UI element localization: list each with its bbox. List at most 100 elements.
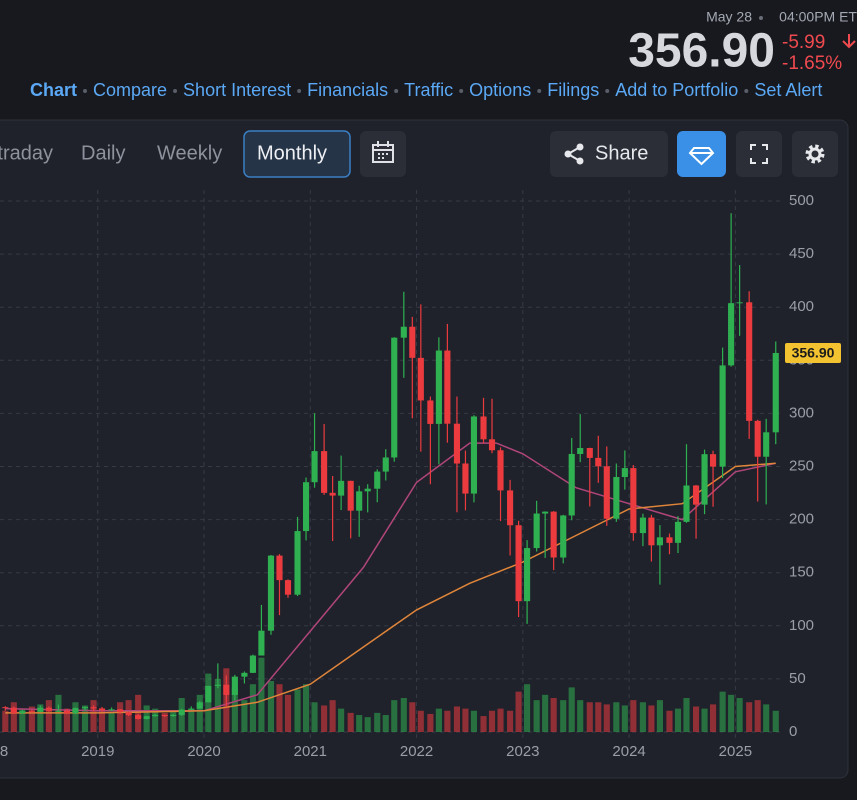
fullscreen-button[interactable]: [736, 131, 782, 177]
candle-body: [480, 416, 487, 440]
volume-bar: [444, 710, 451, 732]
volume-bar: [205, 673, 212, 732]
volume-bar: [98, 708, 106, 732]
volume-bar: [728, 694, 735, 732]
candle-body: [311, 451, 318, 483]
candle-body: [37, 707, 44, 712]
volume-bar: [462, 708, 469, 732]
volume-bar: [533, 700, 540, 732]
y-tick-label: 0: [789, 723, 797, 740]
candle-body: [258, 630, 265, 656]
volume-bar: [37, 704, 44, 732]
candle-body: [10, 707, 17, 714]
volume-bar: [294, 689, 301, 732]
calendar-icon: [372, 141, 394, 163]
nav-link[interactable]: Short Interest: [183, 80, 291, 100]
volume-bar: [746, 702, 753, 732]
share-button[interactable]: [550, 131, 668, 177]
candle-body: [746, 302, 753, 421]
candle-body: [719, 365, 726, 467]
separator: [297, 89, 302, 93]
volume-bar: [321, 705, 328, 732]
price-change-pct: -1.65%: [782, 53, 842, 74]
volume-bar: [196, 694, 203, 732]
nav-link[interactable]: Filings: [547, 80, 599, 100]
volume-bar: [754, 700, 761, 732]
volume-bar: [347, 712, 354, 732]
gear-icon: [805, 144, 825, 164]
nav-link[interactable]: Set Alert: [754, 80, 822, 100]
candle-body: [462, 463, 469, 494]
candle-body: [19, 711, 26, 714]
volume-bar: [161, 712, 168, 732]
candle-body: [470, 416, 478, 494]
separator: [759, 16, 763, 20]
volume-bar: [214, 678, 221, 732]
volume-bar: [719, 691, 726, 732]
nav-link[interactable]: Chart: [30, 80, 77, 100]
candle-body: [709, 454, 717, 467]
candle-body: [621, 468, 628, 478]
candle-body: [125, 712, 132, 716]
volume-bar: [453, 706, 461, 732]
candle-body: [772, 352, 779, 433]
nav: Chart Compare Short Interest Financials Traf…: [30, 80, 822, 100]
separator: [173, 89, 178, 93]
y-tick-label: 150: [789, 564, 814, 581]
candle-body: [143, 716, 150, 719]
range-button[interactable]: Weekly: [157, 142, 222, 164]
candle-body: [90, 707, 97, 709]
settings-button[interactable]: [792, 131, 838, 177]
volume-bar: [568, 687, 575, 732]
range-button[interactable]: Monthly: [257, 142, 327, 164]
candle-body: [683, 485, 690, 522]
range-button[interactable]: Daily: [81, 142, 125, 164]
volume-bar: [249, 684, 256, 732]
volume-bar: [736, 698, 743, 732]
volume-bar: [630, 700, 637, 732]
volume-bar: [763, 704, 770, 732]
volume-bar: [45, 700, 52, 732]
nav-link[interactable]: Compare: [93, 80, 167, 100]
nav-link[interactable]: Financials: [307, 80, 388, 100]
nav-link[interactable]: Traffic: [404, 80, 453, 100]
volume-bar: [666, 710, 673, 732]
volume-bar: [621, 705, 628, 732]
separator: [605, 89, 610, 93]
fullscreen-icon: [750, 144, 768, 164]
volume-bar: [435, 708, 442, 732]
volume-bar: [135, 694, 142, 732]
separator: [459, 89, 464, 93]
y-tick-label: 50: [789, 670, 806, 687]
candle-body: [391, 337, 398, 458]
range-selected[interactable]: [243, 130, 351, 178]
volume-bar: [374, 712, 381, 732]
candle-body: [2, 707, 9, 709]
nav-link[interactable]: Options: [469, 80, 531, 100]
volume-bar: [515, 691, 522, 732]
candle-body: [630, 468, 637, 534]
y-tick-label: 500: [789, 192, 814, 209]
share-label[interactable]: Share: [595, 142, 648, 164]
separator: [537, 89, 542, 93]
candle-body: [205, 685, 212, 703]
candle-body: [674, 521, 682, 543]
y-tick-label: 300: [789, 404, 814, 421]
volume-bar: [90, 700, 97, 732]
volume-bar: [577, 700, 584, 732]
volume-bar: [603, 704, 610, 732]
candle-body: [214, 684, 221, 686]
volume-bar: [400, 698, 407, 732]
volume-bar: [409, 702, 416, 732]
volume-bar: [701, 708, 708, 732]
volume-bar: [648, 705, 655, 732]
range-button[interactable]: Intraday: [0, 142, 53, 164]
candle-body: [701, 454, 708, 505]
volume-bar: [19, 708, 26, 732]
volume-bar: [108, 712, 115, 732]
volume-bar: [364, 717, 371, 732]
candle-body: [161, 714, 168, 717]
candle-body: [356, 491, 363, 511]
candle-body: [108, 709, 115, 711]
nav-link[interactable]: Add to Portfolio: [615, 80, 738, 100]
